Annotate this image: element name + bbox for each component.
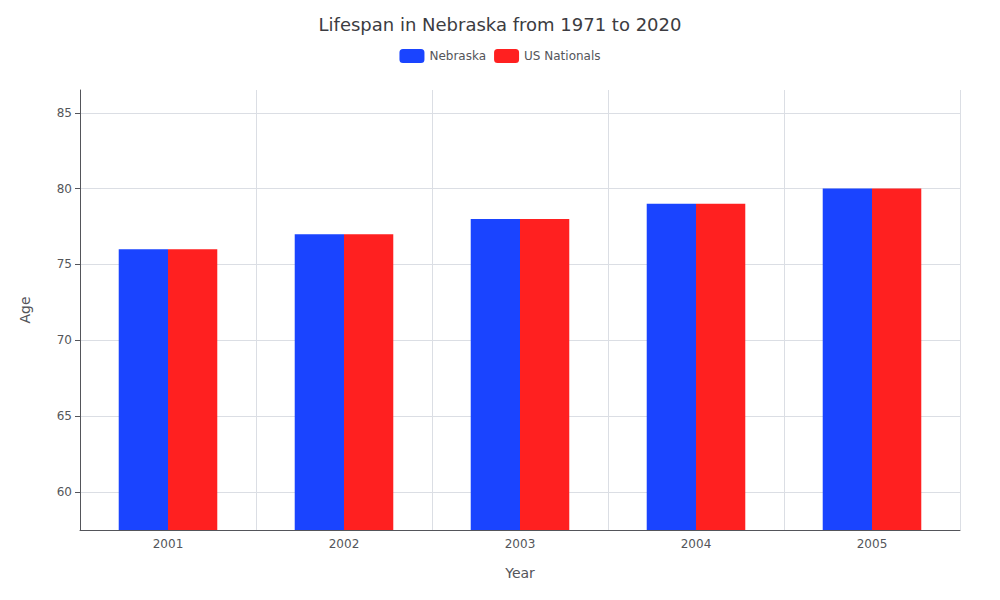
svg-text:80: 80 (57, 182, 72, 196)
svg-text:2002: 2002 (329, 537, 360, 551)
svg-text:2001: 2001 (153, 537, 184, 551)
svg-text:Nebraska: Nebraska (429, 49, 486, 63)
svg-text:2005: 2005 (857, 537, 888, 551)
svg-text:2003: 2003 (505, 537, 536, 551)
svg-text:Age: Age (17, 296, 33, 323)
svg-text:75: 75 (57, 257, 72, 271)
svg-text:Year: Year (504, 565, 535, 581)
svg-text:65: 65 (57, 409, 72, 423)
svg-text:Lifespan in Nebraska from 1971: Lifespan in Nebraska from 1971 to 2020 (319, 14, 682, 35)
svg-text:2004: 2004 (681, 537, 712, 551)
svg-text:US Nationals: US Nationals (524, 49, 600, 63)
svg-text:85: 85 (57, 106, 72, 120)
svg-text:60: 60 (57, 485, 72, 499)
svg-text:70: 70 (57, 333, 72, 347)
